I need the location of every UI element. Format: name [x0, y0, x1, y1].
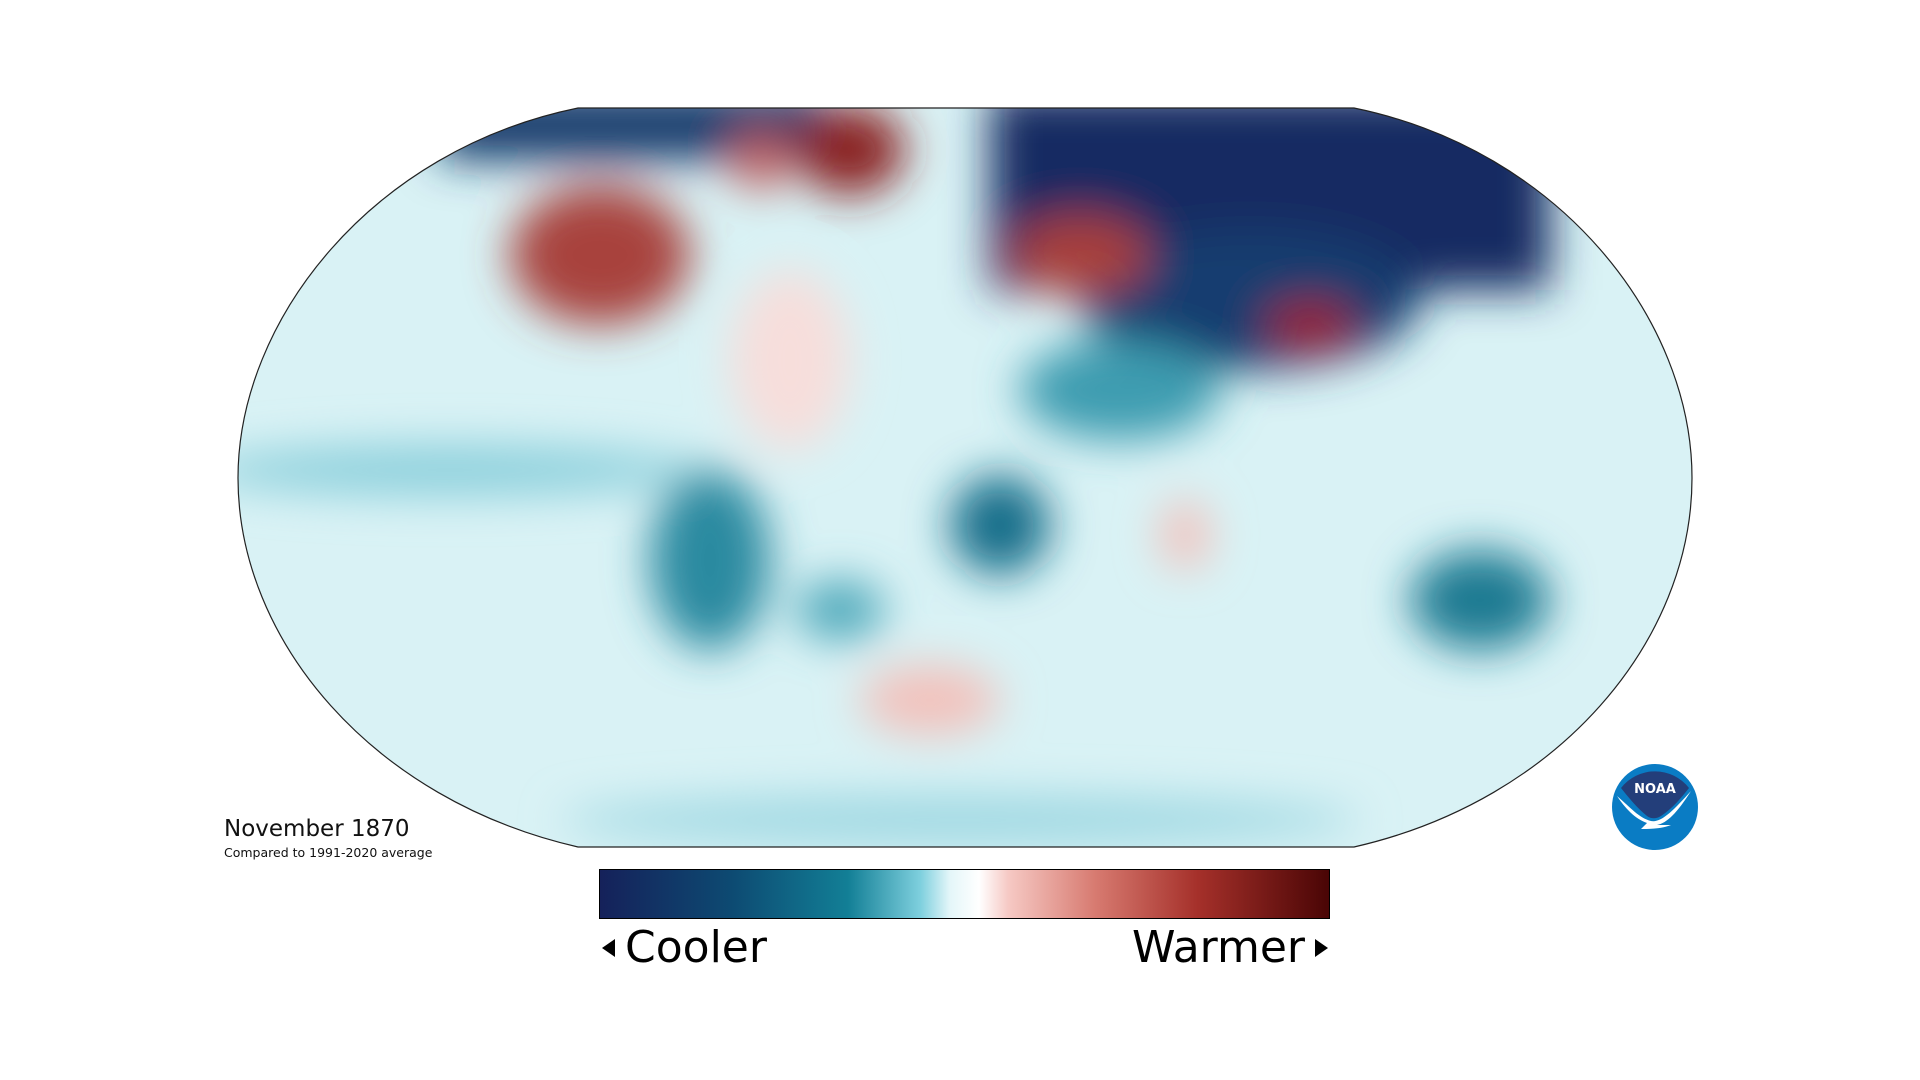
svg-text:NOAA: NOAA: [1634, 782, 1676, 797]
arrow-right-icon: [1315, 938, 1328, 957]
map-outline: [237, 107, 1693, 848]
arrow-left-icon: [602, 938, 615, 957]
cooler-text: Cooler: [625, 922, 767, 973]
map-subtitle: Compared to 1991-2020 average: [224, 845, 433, 860]
cooler-label: Cooler: [602, 922, 767, 973]
noaa-logo: NOAA: [1612, 764, 1698, 850]
color-scale-bar: [599, 869, 1330, 919]
warmer-text: Warmer: [1132, 922, 1305, 973]
map-title: November 1870: [224, 816, 410, 842]
warmer-label: Warmer: [1132, 922, 1328, 973]
